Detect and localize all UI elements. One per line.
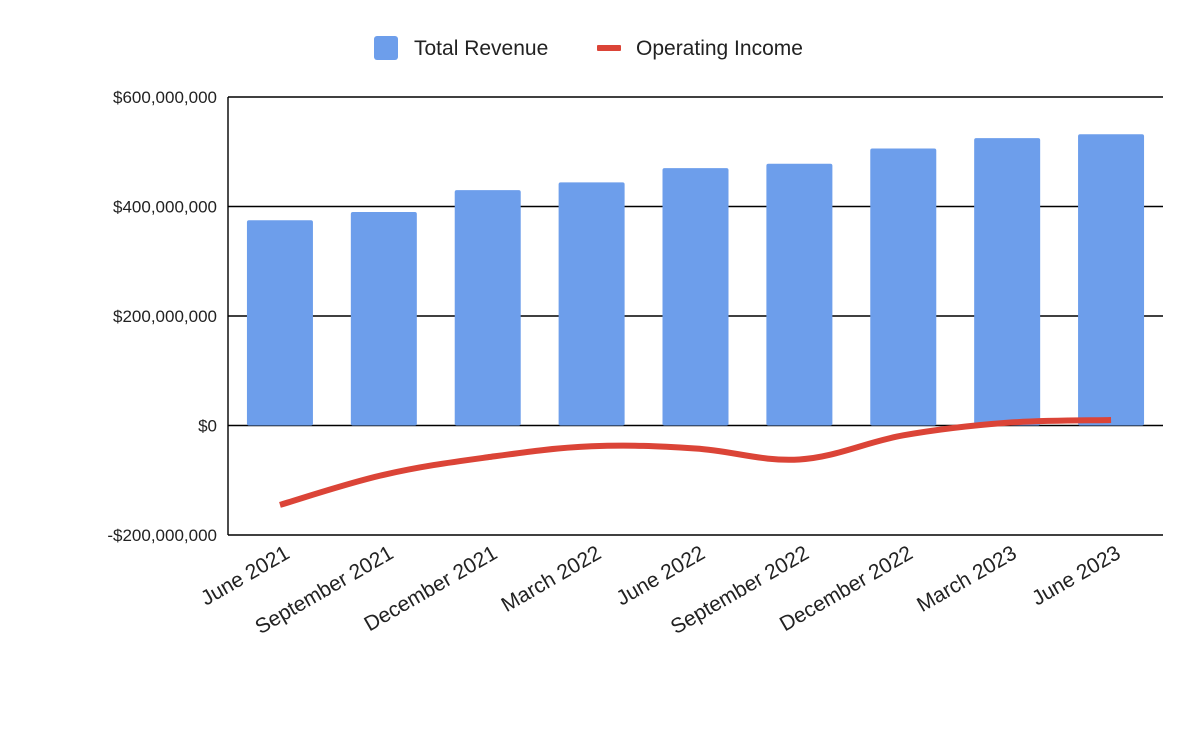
legend-item-operating-income: Operating Income [597,37,803,60]
revenue-bars [246,134,1145,426]
revenue-bar [246,220,313,426]
x-tick-label: June 2021 [197,541,293,610]
revenue-bar [870,148,937,426]
y-tick-label: $400,000,000 [113,198,217,217]
revenue-bar [662,168,729,426]
revenue-bar [454,190,521,426]
y-axis-tick-labels: -$200,000,000 $0 $200,000,000 $400,000,000 $… [107,88,217,545]
income-line [279,417,1112,508]
legend-swatch-total-revenue [374,36,398,60]
legend-swatch-operating-income [597,45,621,51]
y-tick-label: $200,000,000 [113,307,217,326]
x-tick-label: March 2023 [913,541,1021,616]
x-tick-label: March 2022 [498,541,606,616]
legend-label-total-revenue: Total Revenue [414,37,548,60]
y-tick-label: $0 [198,417,217,436]
chart-legend: Total Revenue Operating Income [374,36,803,60]
revenue-bar [1078,134,1145,426]
y-tick-label: -$200,000,000 [107,526,217,545]
revenue-bar [766,163,833,426]
legend-item-total-revenue: Total Revenue [374,36,548,60]
legend-label-operating-income: Operating Income [636,37,803,60]
operating-income-line [279,417,1112,508]
revenue-bar [558,182,625,426]
revenue-bar [350,211,417,426]
y-tick-label: $600,000,000 [113,88,217,107]
x-tick-label: June 2022 [613,541,709,610]
revenue-bar [974,138,1041,426]
x-tick-label: June 2023 [1028,541,1124,610]
